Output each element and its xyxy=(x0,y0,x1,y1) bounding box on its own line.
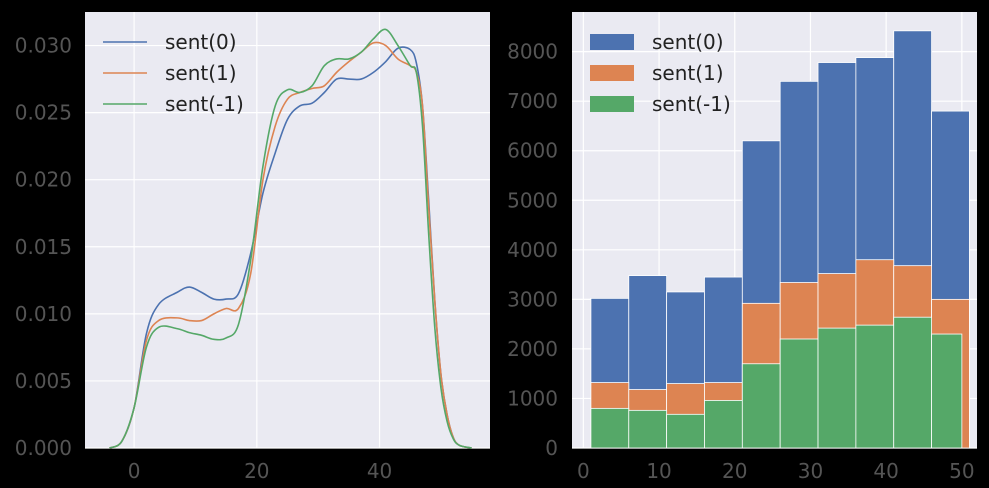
hist-y-tick-label: 6000 xyxy=(507,139,558,163)
hist-y-tick-label: 5000 xyxy=(507,188,558,212)
kde-y-tick-label: 0.000 xyxy=(15,436,72,460)
hist-x-tick-label: 50 xyxy=(949,459,974,483)
hist-bar-series-2 xyxy=(741,363,781,449)
hist-x-tick-label: 10 xyxy=(646,459,671,483)
kde-legend: sent(0) sent(1) sent(-1) xyxy=(103,30,244,116)
hist-bar-series-2 xyxy=(893,316,932,449)
kde-y-tick-label: 0.015 xyxy=(15,235,72,259)
hist-bar-series-2 xyxy=(817,327,857,449)
hist-legend-swatch xyxy=(590,65,634,81)
hist-legend-label: sent(0) xyxy=(652,30,724,54)
hist-legend-label: sent(1) xyxy=(652,61,724,85)
kde-y-tick-label: 0.025 xyxy=(15,101,72,125)
hist-legend: sent(0) sent(1) sent(-1) xyxy=(590,30,731,116)
hist-x-tick-label: 30 xyxy=(798,459,823,483)
kde-y-tick-label: 0.020 xyxy=(15,168,72,192)
kde-y-tick-label: 0.005 xyxy=(15,369,72,393)
hist-legend-label: sent(-1) xyxy=(652,92,731,116)
kde-x-tick-label: 40 xyxy=(367,459,392,483)
hist-y-tick-label: 2000 xyxy=(507,337,558,361)
kde-y-tick-label: 0.030 xyxy=(15,34,72,58)
hist-y-tick-label: 4000 xyxy=(507,238,558,262)
kde-plot-area xyxy=(85,12,490,448)
kde-legend-label: sent(0) xyxy=(165,30,237,54)
hist-y-tick-label: 1000 xyxy=(507,386,558,410)
hist-y-tick-label: 7000 xyxy=(507,89,558,113)
hist-bar-series-2 xyxy=(628,409,668,449)
hist-bar-series-2 xyxy=(931,333,963,449)
hist-x-tick-label: 20 xyxy=(722,459,747,483)
hist-bar-series-2 xyxy=(779,338,819,449)
hist-legend-swatch xyxy=(590,34,634,50)
hist-x-tick-label: 0 xyxy=(577,459,590,483)
kde-y-tick-label: 0.010 xyxy=(15,302,72,326)
hist-legend-swatch xyxy=(590,96,634,112)
hist-bar-series-2 xyxy=(855,324,895,449)
hist-y-tick-label: 8000 xyxy=(507,40,558,64)
hist-y-tick-label: 0 xyxy=(545,436,558,460)
kde-line-series-1 xyxy=(109,41,472,449)
hist-y-tick-label: 3000 xyxy=(507,287,558,311)
kde-x-tick-label: 0 xyxy=(128,459,141,483)
hist-bar-series-2 xyxy=(590,407,630,449)
kde-line-series-2 xyxy=(109,28,472,449)
kde-legend-label: sent(-1) xyxy=(165,92,244,116)
hist-bar-series-2 xyxy=(704,400,743,449)
kde-chart: 0 20 40 0.000 0.005 0.010 0.015 0.020 0.025 0.030… xyxy=(15,12,490,483)
kde-x-tick-label: 20 xyxy=(244,459,269,483)
hist-x-tick-label: 40 xyxy=(873,459,898,483)
hist-bar-series-2 xyxy=(666,413,705,449)
kde-legend-label: sent(1) xyxy=(165,61,237,85)
histogram-chart: 0 10 20 30 40 50 0 1000 2000 3000 4000 5000 6000 7000… xyxy=(507,12,977,483)
